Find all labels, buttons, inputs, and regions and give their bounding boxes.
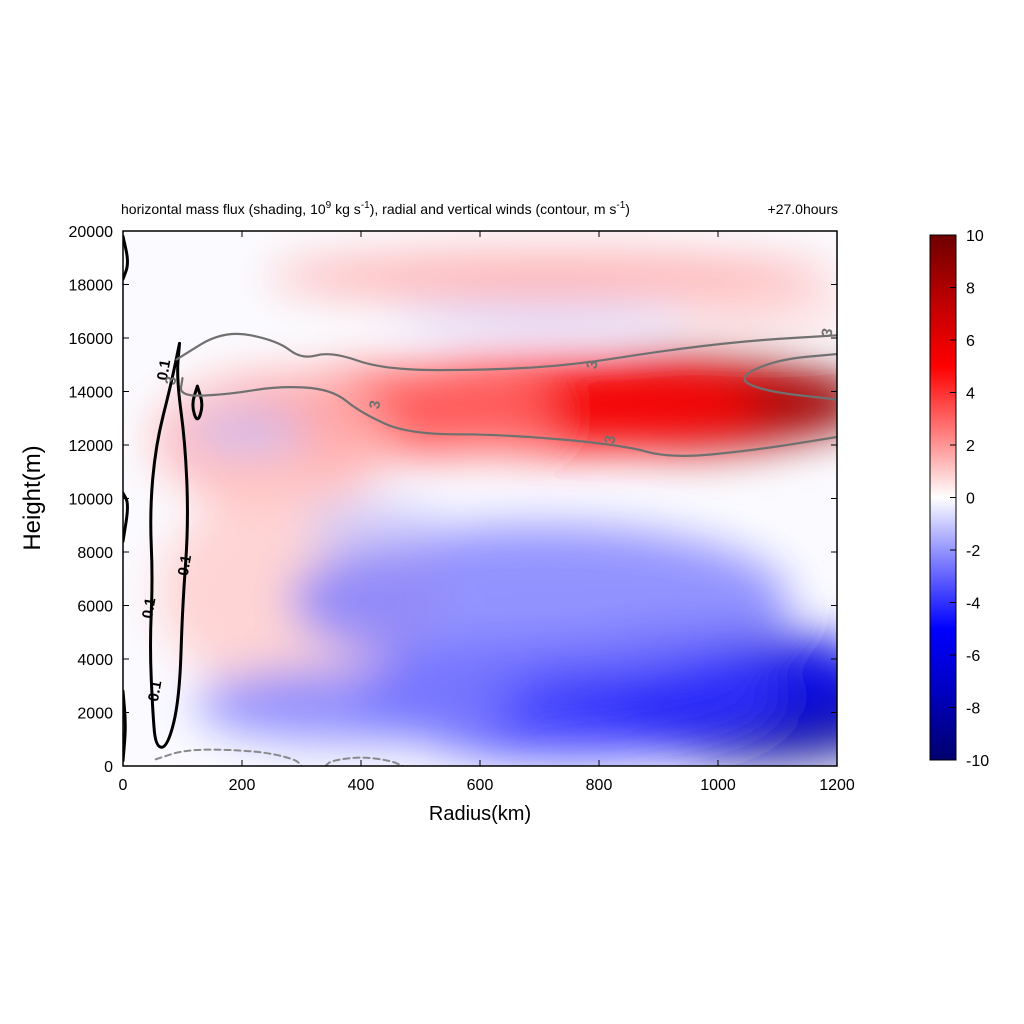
colorbar-tick-label: 0 <box>966 491 975 508</box>
colorbar-tick-label: 4 <box>966 386 975 403</box>
x-tick-label: 800 <box>586 777 613 794</box>
contour-layer <box>123 234 837 766</box>
x-axis-label: Radius(km) <box>429 803 531 825</box>
x-axis: 0 200 400 600 800 1000 1200 <box>119 231 855 794</box>
x-tick-label: 1000 <box>700 777 736 794</box>
y-tick-label: 2000 <box>77 706 113 723</box>
y-tick-label: 14000 <box>69 385 114 402</box>
shading-blob <box>188 412 308 451</box>
contour-label: 3 <box>601 434 619 445</box>
colorbar-tick-label: -2 <box>966 543 980 560</box>
y-tick-label: 20000 <box>69 224 114 241</box>
y-tick-label: 16000 <box>69 331 114 348</box>
colorbar-tick-label: -4 <box>966 596 980 613</box>
shading-layer <box>152 252 837 764</box>
x-tick-label: 200 <box>229 777 256 794</box>
y-tick-label: 4000 <box>77 652 113 669</box>
colorbar: 10 8 6 4 2 0 -2 -4 -6 -8 -10 <box>929 228 989 770</box>
chart-title: horizontal mass flux (shading, 109 kg s-… <box>121 200 630 217</box>
contour-line <box>154 748 303 766</box>
x-tick-label: 0 <box>119 777 128 794</box>
colorbar-tick-label: 8 <box>966 281 975 298</box>
contour-line <box>175 332 837 372</box>
contour-label: 3 <box>583 359 601 370</box>
contour-label: 3 <box>162 375 180 386</box>
time-label: +27.0hours <box>768 201 838 217</box>
shading-blob <box>301 501 445 550</box>
shading-blob <box>289 525 790 676</box>
contour-line <box>324 756 404 766</box>
x-tick-label: 400 <box>348 777 375 794</box>
contour-line <box>149 341 189 749</box>
shading-blob <box>194 667 504 742</box>
y-axis: 0 2000 4000 6000 8000 10000 12000 14000 16000 180… <box>69 224 837 776</box>
y-tick-label: 0 <box>104 759 113 776</box>
x-tick-label: 1200 <box>819 777 855 794</box>
y-tick-label: 8000 <box>77 545 113 562</box>
contour-label: 0.1 <box>154 358 174 381</box>
y-tick-label: 18000 <box>69 278 114 295</box>
colorbar-ticks: 10 8 6 4 2 0 -2 -4 -6 -8 -10 <box>950 228 989 770</box>
shading-blob <box>390 307 689 332</box>
shading-blob <box>670 300 837 328</box>
contour-line <box>179 377 837 457</box>
contour-label: 0.1 <box>145 679 165 702</box>
shading-blob <box>265 252 837 301</box>
contour-label: 0.1 <box>175 554 195 577</box>
contour-label: 3 <box>366 399 384 410</box>
colorbar-tick-label: 6 <box>966 333 975 350</box>
colorbar-tick-label: -8 <box>966 701 980 718</box>
y-tick-label: 10000 <box>69 492 114 509</box>
colorbar-tick-label: 10 <box>966 228 984 245</box>
contour-line <box>191 384 204 421</box>
contour-line <box>743 352 837 401</box>
y-tick-label: 6000 <box>77 599 113 616</box>
colorbar-tick-label: 2 <box>966 438 975 455</box>
colorbar-tick-label: -10 <box>966 753 989 770</box>
x-tick-label: 600 <box>467 777 494 794</box>
contour-label: 0.1 <box>139 596 159 619</box>
colorbar-tick-label: -6 <box>966 648 980 665</box>
y-tick-label: 12000 <box>69 438 114 455</box>
contour-label: 3 <box>818 327 836 338</box>
y-axis-label: Height(m) <box>19 445 46 550</box>
